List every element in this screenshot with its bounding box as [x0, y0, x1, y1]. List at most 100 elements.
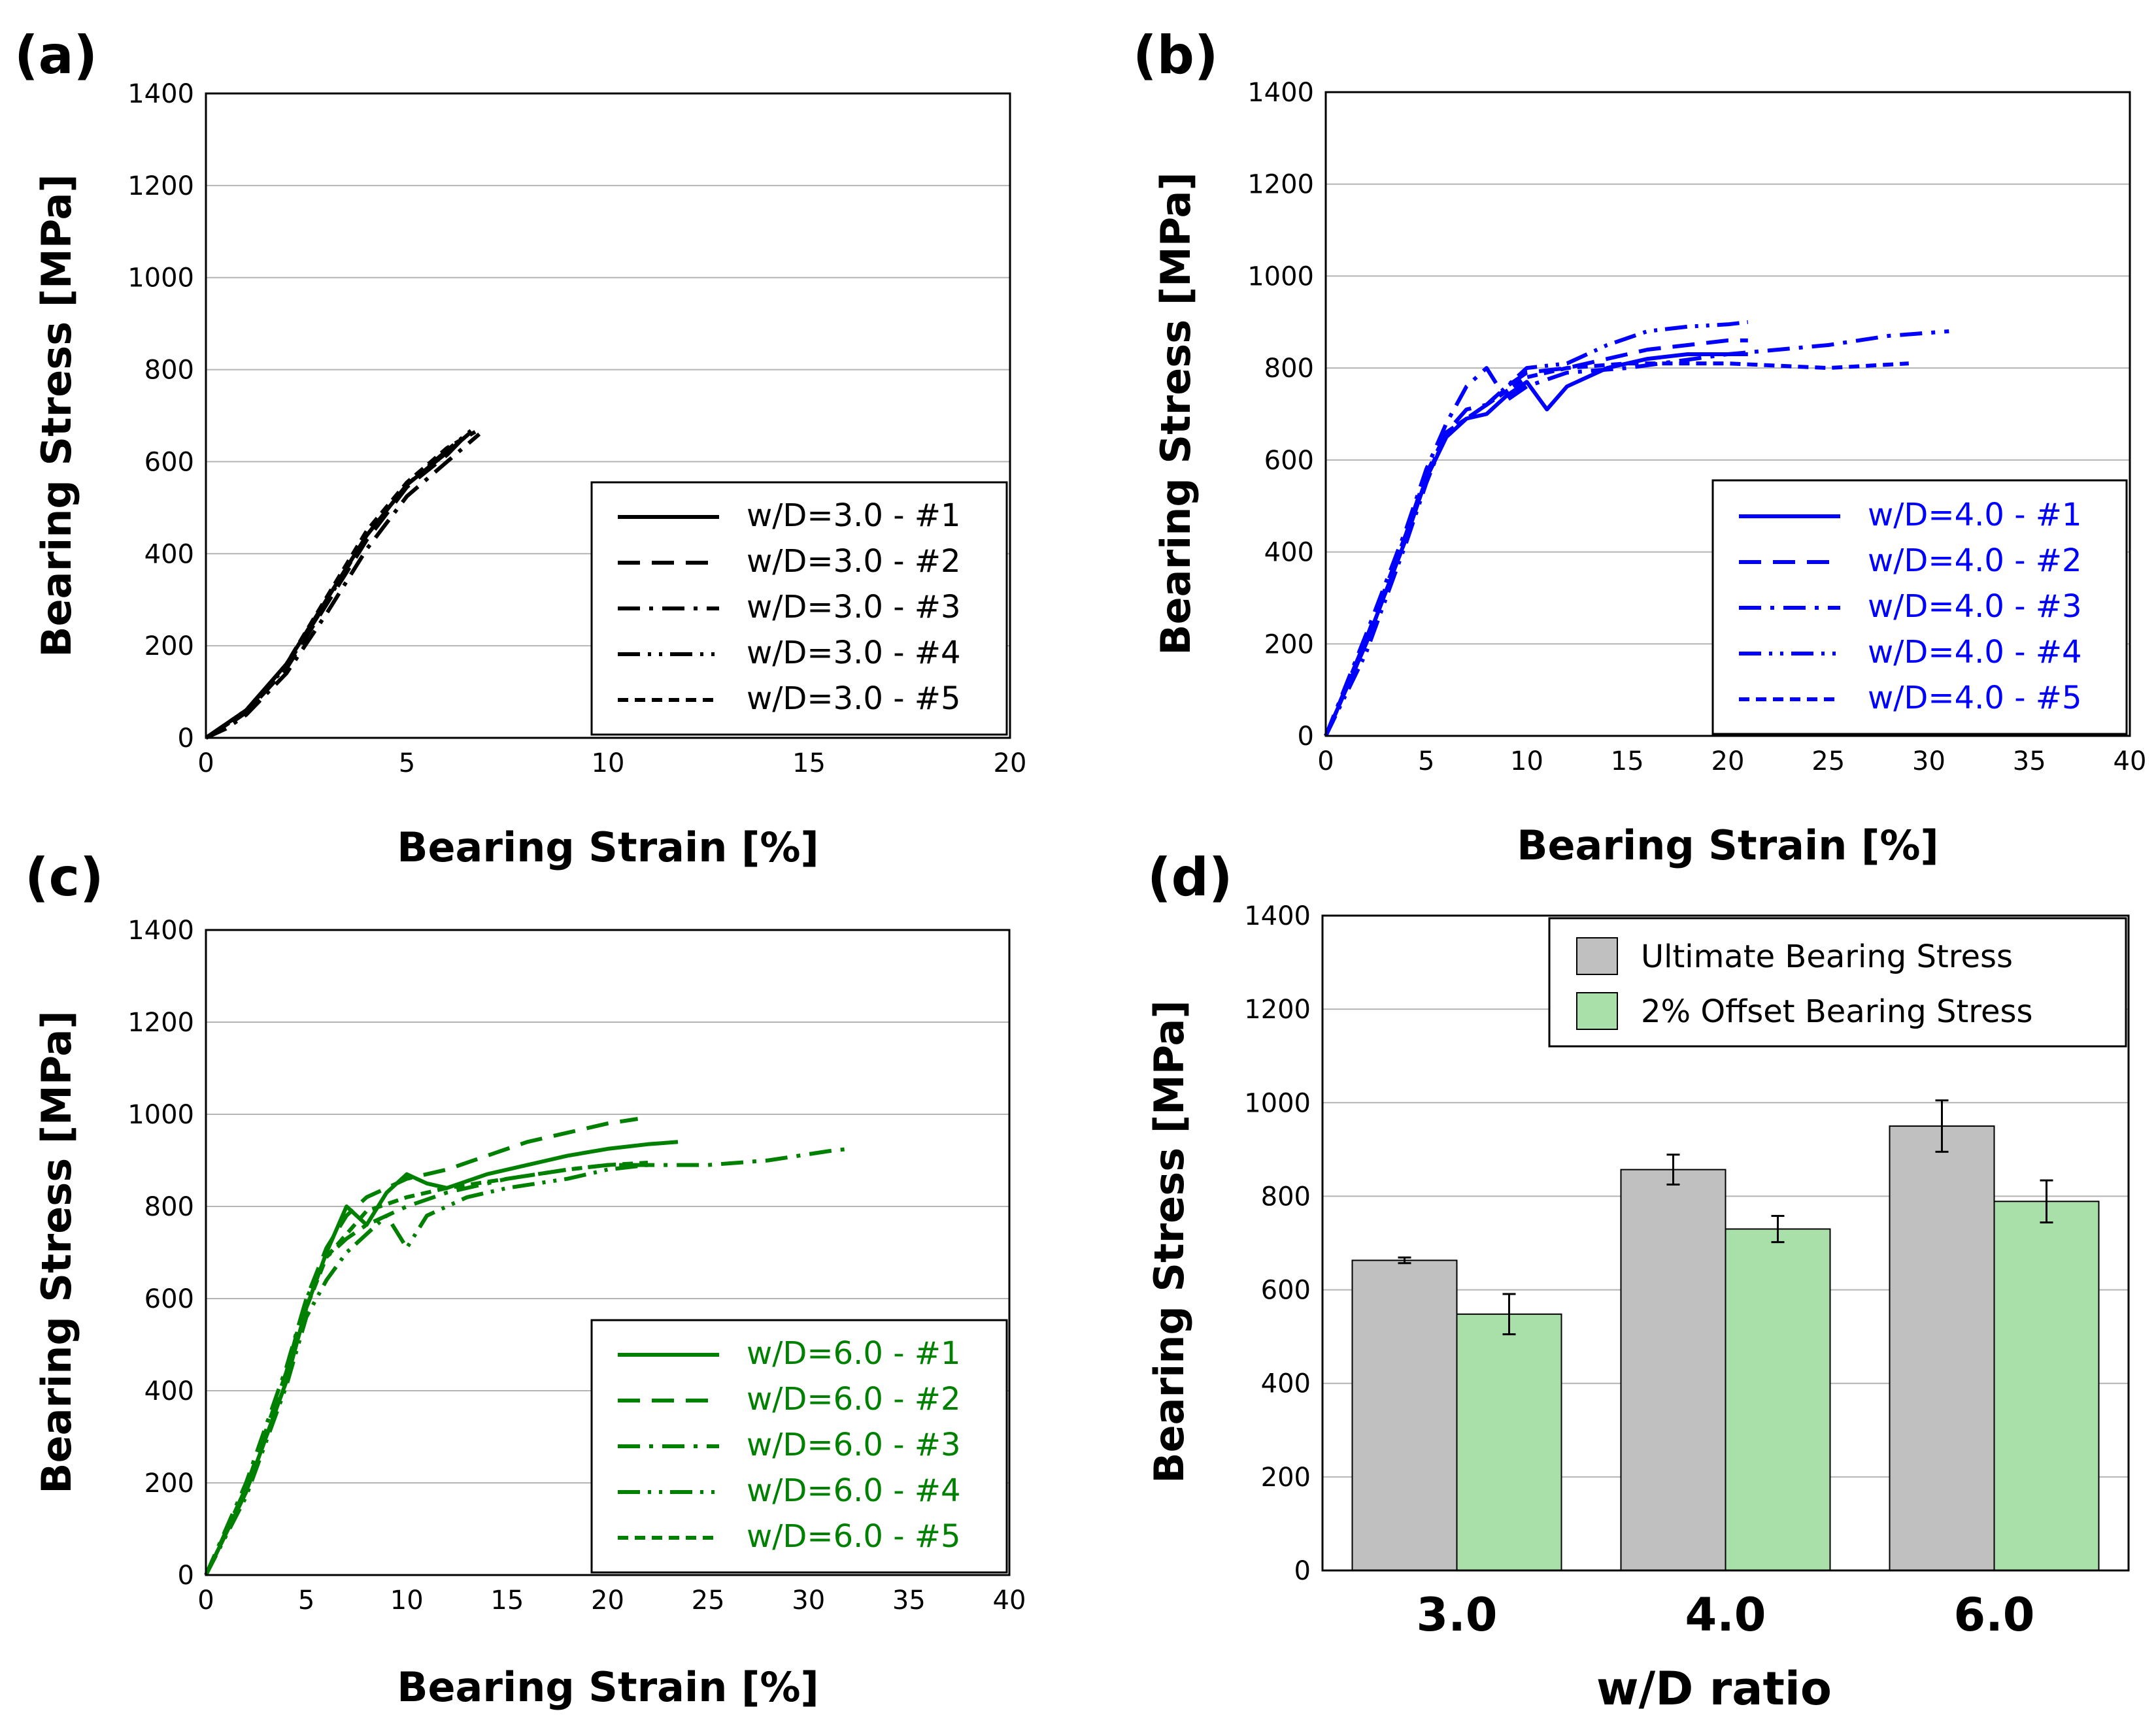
y-tick-label: 800: [1261, 1182, 1311, 1212]
y-tick-label: 0: [1294, 1556, 1311, 1586]
y-tick-label: 0: [178, 1561, 194, 1591]
error-bar: [2040, 1179, 2053, 1224]
legend-entry: Ultimate Bearing Stress: [1641, 938, 2013, 975]
x-tick-label: 5: [399, 748, 415, 778]
legend-entry: w/D=6.0 - #3: [747, 1427, 961, 1463]
y-tick-label: 400: [144, 539, 194, 569]
bar: [1993, 1201, 2100, 1571]
chart-panel-b: (b) 0 5 10 15 20 25 30 35 40 0 200 400 600 800 1000 12…: [1133, 25, 2146, 869]
y-tick-label: 1400: [127, 79, 194, 109]
y-axis-title-d: Bearing Stress [MPa]: [1145, 1000, 1193, 1483]
bar: [1889, 1125, 1995, 1571]
x-tick-label: 25: [692, 1585, 725, 1616]
legend-box-d: [1548, 917, 2127, 1048]
series-line: [204, 1146, 849, 1576]
series-line: [204, 1117, 639, 1576]
plot-area-a: [205, 92, 1011, 739]
bar: [1620, 1169, 1726, 1571]
plot-area-c: [205, 929, 1011, 1576]
y-tick-label: 0: [178, 723, 194, 754]
panel-label-a: (a): [14, 25, 97, 86]
error-bar: [1771, 1214, 1785, 1244]
x-tick-label: 35: [2013, 746, 2046, 776]
x-tick-label: 0: [197, 1585, 214, 1616]
y-tick-label: 1200: [1244, 995, 1311, 1025]
chart-panel-d: (d) 3.0 4.0 6.0 0200400600800100012001400 …: [1145, 847, 2130, 1716]
error-bar: [1398, 1256, 1411, 1265]
x-tick-label: 25: [1811, 746, 1845, 776]
y-tick-label: 1000: [1247, 261, 1314, 291]
error-bar: [1935, 1099, 1949, 1153]
series-line: [204, 1161, 648, 1576]
bar: [1725, 1228, 1831, 1571]
x-tick-label: 30: [792, 1585, 825, 1616]
panel-label-d: (d): [1147, 847, 1232, 908]
series-line: [1324, 361, 1909, 737]
legend-box-c: [590, 1319, 1008, 1574]
legend-entry: w/D=3.0 - #2: [747, 543, 961, 580]
x-tick-label: 15: [1611, 746, 1644, 776]
legend-entry: w/D=4.0 - #5: [1868, 680, 2082, 716]
error-bar: [1502, 1293, 1516, 1336]
bar: [1456, 1313, 1562, 1571]
x-tick-label: 35: [892, 1585, 926, 1616]
y-axis-title-a: Bearing Stress [MPa]: [33, 174, 80, 657]
legend-box-b: [1711, 479, 2128, 735]
legend-entry: w/D=3.0 - #4: [747, 635, 961, 671]
x-tick-label: 0: [197, 748, 214, 778]
y-tick-label: 1400: [1244, 901, 1311, 931]
y-tick-label: 800: [144, 356, 194, 386]
legend-entry: w/D=4.0 - #3: [1868, 588, 2082, 625]
x-tick-label: 20: [994, 748, 1027, 778]
x-axis-title-c: Bearing Strain [%]: [397, 1663, 819, 1711]
y-tick-label: 1400: [127, 916, 194, 946]
y-tick-label: 400: [1261, 1369, 1311, 1399]
legend-entry: w/D=3.0 - #5: [747, 680, 961, 717]
y-tick-label: 400: [1264, 538, 1314, 568]
y-axis-title-c: Bearing Stress [MPa]: [33, 1010, 80, 1493]
x-tick-label: 15: [792, 748, 826, 778]
legend-b: w/D=4.0 - #1 w/D=4.0 - #2 w/D=4.0 - #3 w/D=…: [1711, 479, 2128, 735]
y-tick-label: 600: [144, 1284, 194, 1314]
x-axis-title-a: Bearing Strain [%]: [397, 823, 819, 871]
x-tick-label: 3.0: [1416, 1588, 1497, 1642]
y-tick-label: 600: [1261, 1276, 1311, 1306]
legend-entry: w/D=6.0 - #1: [747, 1335, 961, 1372]
legend-entry: w/D=4.0 - #2: [1868, 542, 2082, 579]
y-tick-label: 1000: [1244, 1088, 1311, 1118]
y-tick-label: 200: [144, 1469, 194, 1499]
x-tick-label: 40: [2114, 746, 2147, 776]
y-tick-label: 600: [1264, 446, 1314, 476]
x-axis-title-d: w/D ratio: [1596, 1662, 1832, 1716]
y-tick-label: 1200: [127, 1008, 194, 1038]
y-tick-label: 1200: [127, 171, 194, 201]
x-tick-label: 10: [1510, 746, 1543, 776]
chart-panel-c: (c) 0 5 10 15 20 25 30 35 40 0 200 400 600 800 1000 12…: [25, 847, 1026, 1711]
legend-d: Ultimate Bearing Stress 2% Offset Bearing…: [1548, 917, 2127, 1048]
series-line: [1324, 329, 1949, 737]
x-tick-label: 10: [592, 748, 625, 778]
y-tick-label: 200: [1264, 629, 1314, 659]
panel-label-c: (c): [25, 847, 104, 908]
series-line: [205, 433, 469, 740]
y-tick-label: 400: [144, 1376, 194, 1406]
x-tick-label: 4.0: [1685, 1588, 1766, 1642]
y-tick-label: 200: [144, 631, 194, 661]
x-tick-label: 40: [993, 1585, 1026, 1616]
legend-a: w/D=3.0 - #1 w/D=3.0 - #2 w/D=3.0 - #3 w/D=…: [590, 481, 1008, 736]
y-tick-label: 600: [144, 447, 194, 477]
y-tick-label: 1000: [127, 1100, 194, 1130]
series-line: [205, 430, 477, 740]
chart-panel-a: (a) 0 5 10 15 20 0 200 400 600 800 1000 1200 1400 B…: [14, 25, 1026, 871]
panel-label-b: (b): [1133, 25, 1218, 86]
legend-entry: w/D=4.0 - #4: [1868, 634, 2082, 671]
legend-entry: w/D=3.0 - #1: [747, 497, 961, 534]
y-tick-label: 1200: [1247, 170, 1314, 200]
y-tick-label: 1000: [127, 263, 194, 293]
legend-entry: w/D=6.0 - #2: [747, 1381, 961, 1418]
x-tick-label: 15: [490, 1585, 524, 1616]
x-tick-label: 6.0: [1953, 1588, 2034, 1642]
plot-area-b: [1324, 91, 2131, 737]
y-tick-label: 800: [144, 1192, 194, 1222]
